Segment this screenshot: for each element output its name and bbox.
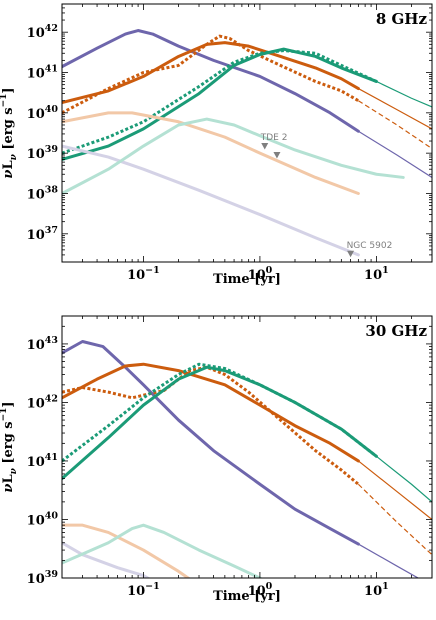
upper-limit-marker-2 <box>273 152 281 159</box>
panel-label: 30 GHz <box>365 322 427 340</box>
y-axis-label: νLν [erg s−1] <box>0 87 19 178</box>
y-tick-label-1: 1037 <box>27 225 58 243</box>
series-orange-dotted-5 <box>62 365 360 486</box>
series-green-solid-8 <box>375 455 432 503</box>
axes-frame <box>61 315 433 579</box>
series-purple-solid-2 <box>357 543 420 578</box>
series-orange-solid-4 <box>357 87 432 130</box>
y-tick-label-4: 1040 <box>27 104 59 122</box>
x-tick-label-1: 10−1 <box>127 581 160 599</box>
series-light_green-solid-12 <box>62 523 263 578</box>
series-light_orange-solid-11 <box>62 523 191 578</box>
series-purple-solid-1 <box>62 29 360 133</box>
panel-label: 8 GHz <box>376 10 428 28</box>
y-tick-label-5: 1041 <box>27 64 58 82</box>
y-tick-label-2: 1040 <box>27 510 59 528</box>
series-orange-solid-3 <box>62 362 360 463</box>
series-light_green-solid-12 <box>62 117 405 195</box>
tick-marks <box>61 3 433 263</box>
y-tick-label-4: 1042 <box>27 393 58 411</box>
tick-marks <box>61 315 433 579</box>
plot-area <box>62 29 432 257</box>
y-tick-label-2: 1038 <box>27 184 59 202</box>
series-light_purple-solid-10 <box>62 541 151 578</box>
marker-label-1: TDE 2 <box>260 133 288 143</box>
series-orange-dashed-6 <box>358 100 432 150</box>
x-tick-label-3: 101 <box>364 265 389 283</box>
x-tick-label-3: 101 <box>364 581 389 599</box>
chart-panel-1: TDE 2 NGC 5902 10−1 100 101 1037 1038 1039 1040 1… <box>0 3 433 287</box>
y-tick-label-3: 1039 <box>27 144 59 162</box>
upper-limit-marker-3 <box>347 250 355 258</box>
plot-area <box>62 340 432 578</box>
axes-frame <box>61 3 433 263</box>
series-orange-solid-3 <box>62 41 360 105</box>
x-tick-label-1: 10−1 <box>127 265 160 283</box>
y-tick-label-1: 1039 <box>27 569 59 587</box>
series-orange-dashed-6 <box>357 483 432 556</box>
series-green-solid-7 <box>62 47 378 161</box>
series-green-dotted-9 <box>62 362 378 463</box>
x-tick-label-2: 100 <box>248 265 273 283</box>
series-light_orange-solid-11 <box>62 111 360 195</box>
x-axis-label: Time [yr] <box>213 272 281 287</box>
y-axis-label: νLν [erg s−1] <box>0 401 19 492</box>
chart-panel-2: 10−1 100 101 1039 1040 1041 1042 1043 Time [yr] ν… <box>0 315 433 604</box>
series-green-dotted-9 <box>62 49 378 155</box>
x-axis-label: Time [yr] <box>213 589 281 604</box>
series-orange-solid-4 <box>357 460 432 521</box>
x-tick-label-2: 100 <box>248 581 273 599</box>
upper-limit-marker-1 <box>261 143 269 150</box>
series-orange-dotted-5 <box>62 34 360 115</box>
y-tick-label-3: 1041 <box>27 452 58 470</box>
series-purple-solid-1 <box>62 340 360 546</box>
marker-label-3: NGC 5902 <box>347 241 393 251</box>
series-green-solid-8 <box>375 80 432 108</box>
series-purple-solid-2 <box>357 130 432 179</box>
y-tick-label-6: 1042 <box>27 23 58 41</box>
series-light_purple-solid-10 <box>62 144 360 257</box>
y-tick-label-5: 1043 <box>27 335 58 353</box>
